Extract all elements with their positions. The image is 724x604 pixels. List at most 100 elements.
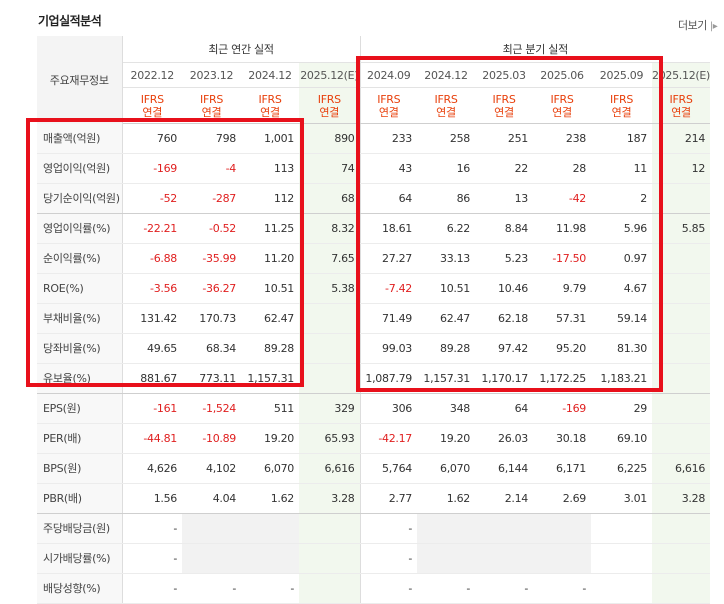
table-cell: 11.20: [241, 243, 299, 274]
table-cell: -35.99: [182, 243, 241, 274]
table-cell: 4,626: [122, 453, 182, 484]
table-cell: [652, 423, 711, 454]
table-cell: -: [475, 573, 533, 604]
table-cell: [417, 543, 475, 574]
table-cell: [299, 543, 360, 574]
ifrs-label: IFRS: [140, 92, 164, 106]
table-cell: 57.31: [533, 303, 591, 334]
table-cell: -: [122, 513, 182, 544]
row-label: 시가배당률(%): [37, 543, 123, 574]
table-cell: 0.97: [591, 243, 652, 274]
table-cell: [299, 573, 360, 604]
table-cell: 68.34: [182, 333, 241, 364]
table-cell: 131.42: [122, 303, 182, 334]
table-cell: 29: [591, 393, 652, 424]
table-cell: 4.67: [591, 273, 652, 304]
table-cell: 214: [652, 123, 711, 154]
table-cell: 12: [652, 153, 711, 184]
table-row: PBR(배) 1.56 4.04 1.62 3.28 2.77 1.62 2.14 2.69 3.…: [37, 483, 711, 514]
table-cell: 7.65: [299, 243, 360, 274]
row-label: 유보율(%): [37, 363, 123, 394]
group-header-annual: 최근 연간 실적: [121, 36, 360, 63]
table-cell: -7.42: [359, 273, 417, 304]
table-cell: [533, 513, 591, 544]
consolidated-label: 연결: [611, 105, 632, 119]
ifrs-header: IFRS 연결: [652, 87, 711, 124]
table-cell: 773.11: [182, 363, 241, 394]
table-cell: 6,070: [417, 453, 475, 484]
row-label: 영업이익(억원): [37, 153, 123, 184]
table-row: 영업이익률(%) -22.21 -0.52 11.25 8.32 18.61 6.22 8.8…: [37, 213, 711, 244]
more-link[interactable]: 더보기 |▸: [678, 17, 718, 33]
table-cell: [417, 513, 475, 544]
row-label: 당좌비율(%): [37, 333, 123, 364]
table-cell: [591, 543, 652, 574]
table-cell: [591, 513, 652, 544]
table-cell: -: [182, 573, 241, 604]
table-row: 시가배당률(%) - -: [37, 543, 711, 574]
table-cell: [533, 543, 591, 574]
table-cell: 5.23: [475, 243, 533, 274]
table-cell: -6.88: [122, 243, 182, 274]
table-cell: 1.56: [122, 483, 182, 514]
table-cell: 74: [299, 153, 360, 184]
table-cell: 9.79: [533, 273, 591, 304]
table-cell: 4,102: [182, 453, 241, 484]
table-cell: 49.65: [122, 333, 182, 364]
ifrs-label: IFRS: [610, 92, 633, 106]
chevron-right-icon: |▸: [709, 21, 718, 32]
ifrs-header: IFRS 연결: [299, 87, 360, 124]
ifrs-label: IFRS: [200, 92, 223, 106]
table-cell: 1,001: [241, 123, 299, 154]
table-cell: 18.61: [359, 213, 417, 244]
table-cell: 4.04: [182, 483, 241, 514]
consolidated-label: 연결: [142, 105, 163, 119]
table-cell: -42: [533, 183, 591, 214]
table-cell: -52: [122, 183, 182, 214]
period-header: 2024.12: [417, 62, 475, 88]
table-cell: [652, 273, 711, 304]
row-label: PBR(배): [37, 483, 123, 514]
table-cell: 6,144: [475, 453, 533, 484]
ifrs-label: IFRS: [377, 92, 401, 106]
section-title: 기업실적분석: [38, 14, 102, 28]
table-cell: 798: [182, 123, 241, 154]
table-cell: 19.20: [417, 423, 475, 454]
table-cell: 64: [359, 183, 417, 214]
table-cell: 238: [533, 123, 591, 154]
table-cell: -: [359, 573, 417, 604]
table-cell: 89.28: [241, 333, 299, 364]
row-label: ROE(%): [37, 273, 123, 304]
table-cell: [652, 303, 711, 334]
table-cell: 890: [299, 123, 360, 154]
period-header: 2025.09: [591, 62, 652, 88]
table-cell: [591, 573, 652, 604]
ifrs-header: IFRS 연결: [241, 87, 299, 124]
table-cell: 1.62: [241, 483, 299, 514]
corner-header: 주요재무정보: [37, 36, 123, 124]
ifrs-label: IFRS: [258, 92, 282, 106]
ifrs-header: IFRS 연결: [182, 87, 241, 124]
table-cell: 8.32: [299, 213, 360, 244]
consolidated-label: 연결: [671, 105, 691, 119]
table-cell: 22: [475, 153, 533, 184]
table-row: 순이익률(%) -6.88 -35.99 11.20 7.65 27.27 33.13 5.2…: [37, 243, 711, 274]
row-label: 주당배당금(원): [37, 513, 123, 544]
table-cell: 33.13: [417, 243, 475, 274]
table-cell: 5.38: [299, 273, 360, 304]
table-cell: 10.46: [475, 273, 533, 304]
period-header: 2022.12: [122, 62, 182, 88]
table-cell: 86: [417, 183, 475, 214]
table-cell: 1,170.17: [475, 363, 533, 394]
more-label[interactable]: 더보기: [678, 19, 707, 32]
row-label: 부채비율(%): [37, 303, 123, 334]
table-cell: 6,171: [533, 453, 591, 484]
table-row: 주당배당금(원) - -: [37, 513, 711, 544]
table-cell: 6,070: [241, 453, 299, 484]
table-row: 매출액(억원) 760 798 1,001 890 233 258 251 238 187 214: [37, 123, 711, 154]
table-cell: 28: [533, 153, 591, 184]
table-cell: 251: [475, 123, 533, 154]
table-cell: 1,157.31: [241, 363, 299, 394]
table-row: ROE(%) -3.56 -36.27 10.51 5.38 -7.42 10.51 10.4…: [37, 273, 711, 304]
table-cell: -4: [182, 153, 241, 184]
